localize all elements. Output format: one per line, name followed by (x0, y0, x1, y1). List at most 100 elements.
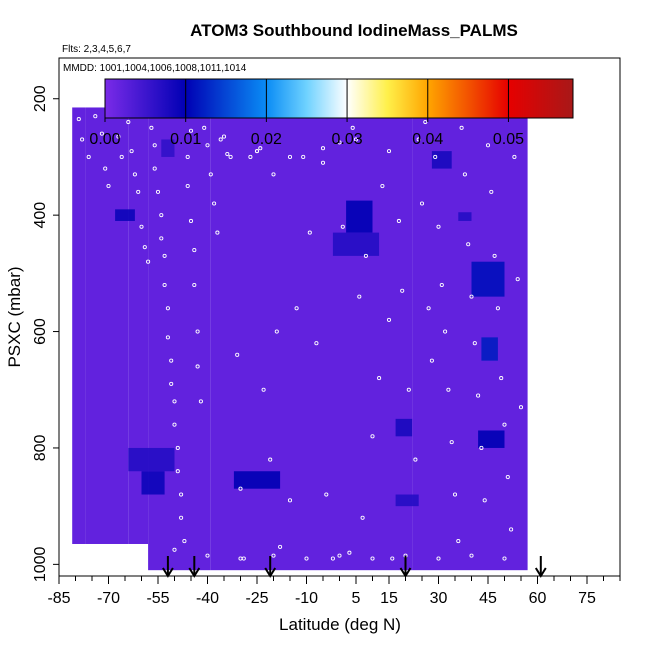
x-tick-label: -70 (97, 590, 120, 607)
sample-point (221, 134, 227, 139)
sample-point (172, 422, 177, 427)
enhancement-cell (233, 471, 281, 489)
enhancement-cell (346, 200, 373, 233)
sample-points-layer (76, 96, 524, 561)
sample-point (518, 405, 524, 410)
sample-point (324, 492, 329, 497)
sample-point (439, 282, 444, 288)
sample-point (350, 125, 355, 130)
sample-point (353, 137, 359, 142)
x-tick-label: 75 (578, 590, 596, 607)
sample-point (390, 556, 395, 561)
enhancement-cell (481, 337, 498, 361)
x-tick-label: -55 (146, 590, 169, 607)
enhancement-cell (332, 232, 380, 256)
sounding-arrow-head (534, 567, 547, 578)
x-tick-label: -25 (245, 590, 268, 607)
sample-point (485, 143, 491, 148)
x-tick-label: 5 (352, 590, 361, 607)
y-tick-label: 600 (32, 318, 49, 345)
sample-point (476, 393, 481, 398)
y-axis: 200 400 600 800 1000 (32, 85, 59, 582)
sample-point (413, 457, 418, 462)
sample-point (152, 166, 157, 171)
sample-point (119, 154, 124, 159)
sample-point (433, 154, 438, 159)
coverage-cell (85, 107, 129, 544)
sample-point (175, 445, 180, 451)
sample-point (198, 399, 203, 404)
x-tick-label: -10 (295, 590, 318, 607)
sample-point (274, 329, 279, 334)
sample-point (482, 498, 487, 503)
x-axis: -85 -70 -55 -40 -25 -10 5 15 30 45 60 75 (47, 576, 621, 607)
sample-point (254, 149, 260, 154)
sample-point (159, 213, 164, 218)
sample-point (380, 183, 385, 189)
sample-point (155, 189, 161, 194)
coverage-cell (148, 90, 211, 571)
dates-label: MMDD: 1001,1004,1006,1008,1011,1014 (63, 63, 247, 74)
sample-point (502, 556, 507, 561)
x-tick-label: 45 (479, 590, 497, 607)
sample-point (139, 550, 144, 555)
enhancement-cell (128, 447, 175, 472)
colorbar-tick-label: 0.04 (412, 131, 443, 148)
sample-point (307, 230, 312, 235)
sample-point (423, 119, 428, 125)
sample-point (172, 399, 177, 404)
sample-point (225, 151, 230, 157)
sample-point (116, 134, 121, 139)
sample-point (337, 553, 342, 558)
sample-point (159, 236, 164, 241)
sample-point (235, 352, 240, 357)
sample-point (208, 172, 213, 177)
sample-point (169, 381, 174, 386)
sounding-arrows-layer (162, 556, 547, 578)
sample-point (452, 492, 458, 497)
enhancement-cell (115, 209, 135, 221)
sample-point (142, 245, 147, 250)
sounding-arrow-head (188, 567, 201, 578)
y-axis-label: PSXC (mbar) (5, 266, 24, 367)
sample-point (499, 376, 504, 381)
sample-point (429, 358, 434, 363)
sample-point (469, 294, 474, 299)
sample-point (218, 137, 223, 142)
sample-point (436, 556, 441, 561)
sample-point (357, 294, 362, 299)
sample-point (416, 137, 421, 142)
sample-point (205, 143, 210, 148)
sample-point (287, 154, 293, 159)
sample-point (492, 253, 497, 258)
sample-point (469, 553, 474, 558)
sample-point (83, 550, 88, 555)
sample-point (479, 445, 484, 451)
x-tick-label: 30 (430, 590, 448, 607)
enhancement-cell (395, 418, 413, 437)
sample-point (212, 201, 217, 206)
sample-point (426, 306, 431, 311)
sample-point (202, 125, 207, 130)
sample-point (195, 364, 200, 369)
y-tick-label: 400 (32, 202, 49, 229)
colorbar-ticks: 0.00 0.01 0.02 0.03 0.04 0.05 (89, 79, 524, 148)
y-tick-label: 800 (32, 435, 49, 462)
sample-point (261, 387, 266, 392)
sample-point (258, 146, 263, 151)
coverage-cell (210, 88, 413, 571)
sounding-arrow-head (264, 567, 277, 578)
sample-point (515, 277, 520, 282)
sample-point (386, 317, 392, 322)
sample-point (436, 224, 441, 229)
enhancement-cell (395, 494, 419, 507)
sample-point (456, 539, 461, 544)
sample-point (347, 550, 352, 555)
sample-point (304, 556, 309, 561)
sample-point (386, 149, 392, 154)
y-tick-label: 200 (32, 85, 49, 112)
sample-point (337, 140, 342, 145)
sample-point (505, 475, 510, 480)
sample-point (76, 117, 81, 122)
